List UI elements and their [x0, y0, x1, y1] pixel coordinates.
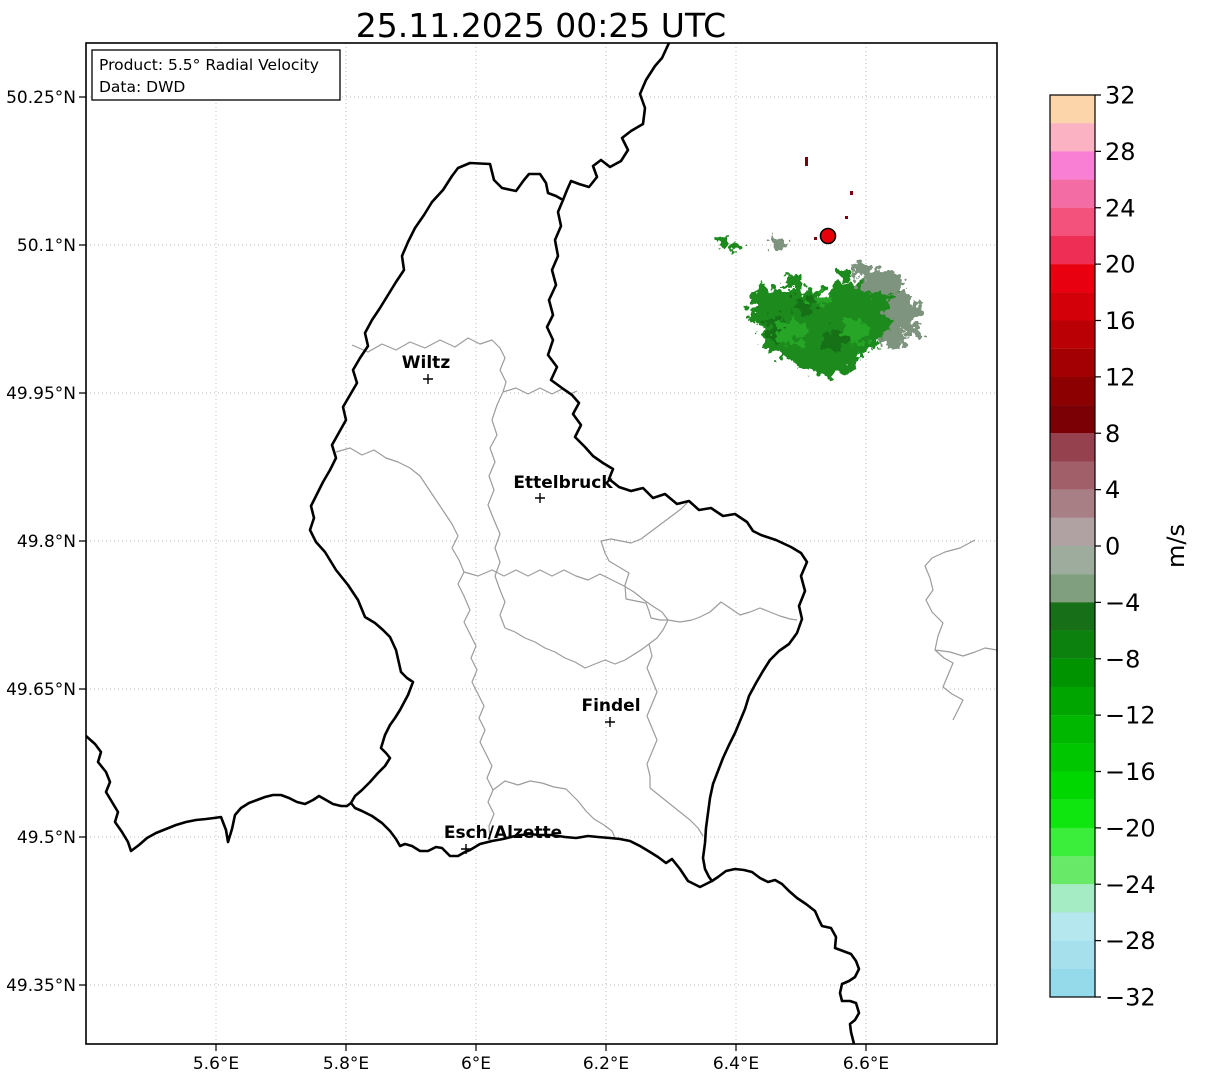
lon-tick-label: 5.8°E — [323, 1054, 369, 1074]
lon-tick-label: 6.2°E — [583, 1054, 629, 1074]
city-markers — [423, 374, 615, 854]
lat-tick-label: 49.65°N — [6, 680, 76, 700]
grid-lines — [86, 43, 997, 1044]
svg-text:24: 24 — [1105, 194, 1136, 222]
city-label-wiltz: Wiltz — [402, 353, 451, 373]
city-label-ettelbruck: Ettelbruck — [513, 473, 613, 493]
radar-echo-bright-patches — [776, 293, 870, 344]
lon-tick-label: 6.4°E — [713, 1054, 759, 1074]
france-belgium-border — [86, 734, 353, 853]
colorbar-unit-label: m/s — [1162, 524, 1190, 568]
info-box: Product: 5.5° Radial Velocity Data: DWD — [91, 49, 341, 101]
svg-text:32: 32 — [1105, 82, 1136, 110]
colorbar-segments — [1050, 95, 1095, 997]
lon-tick-label: 5.6°E — [193, 1054, 239, 1074]
page-title: 25.11.2025 00:25 UTC — [356, 6, 726, 45]
svg-text:−20: −20 — [1105, 814, 1156, 842]
radar-echo-near-zero-velocity — [767, 237, 920, 348]
lon-tick-label: 6.6°E — [843, 1054, 889, 1074]
svg-text:−4: −4 — [1105, 589, 1140, 617]
radar-echo-negative-velocity — [717, 238, 906, 375]
city-marker-esch — [461, 844, 471, 854]
colorbar-tick-labels: 32 28 24 20 16 12 8 4 0 −4 −8 −12 −16 −2… — [1105, 82, 1156, 1012]
svg-text:−8: −8 — [1105, 645, 1140, 673]
country-borders — [86, 43, 861, 1044]
svg-text:4: 4 — [1105, 476, 1120, 504]
colorbar: 32 28 24 20 16 12 8 4 0 −4 −8 −12 −16 −2… — [1049, 82, 1190, 1012]
lat-tick-label: 49.95°N — [6, 384, 76, 404]
city-label-findel: Findel — [581, 696, 640, 716]
lat-tick-label: 49.35°N — [6, 976, 76, 996]
lat-tick-label: 49.5°N — [17, 828, 76, 848]
radar-echo-field — [717, 237, 920, 375]
svg-text:−24: −24 — [1105, 871, 1156, 899]
svg-text:−28: −28 — [1105, 927, 1156, 955]
lon-tick-label: 6°E — [461, 1054, 491, 1074]
city-marker-ettelbruck — [535, 493, 545, 503]
longitude-axis: 5.6°E 5.8°E 6°E 6.2°E 6.4°E 6.6°E — [193, 1044, 889, 1074]
lat-tick-label: 50.1°N — [17, 236, 76, 256]
svg-text:28: 28 — [1105, 138, 1136, 166]
lat-tick-label: 50.25°N — [6, 88, 76, 108]
belgium-germany-border — [561, 43, 671, 202]
info-data-line: Data: DWD — [99, 78, 185, 96]
svg-text:12: 12 — [1105, 363, 1136, 391]
map-frame — [85, 42, 998, 1045]
city-marker-wiltz — [423, 374, 433, 384]
svg-text:8: 8 — [1105, 420, 1120, 448]
radar-site-marker — [819, 227, 837, 245]
svg-text:20: 20 — [1105, 251, 1136, 279]
city-marker-findel — [605, 717, 615, 727]
svg-text:−16: −16 — [1105, 758, 1156, 786]
city-label-esch: Esch/Alzette — [444, 823, 562, 843]
latitude-axis: 50.25°N 50.1°N 49.95°N 49.8°N 49.65°N 49… — [6, 88, 86, 996]
info-product-line: Product: 5.5° Radial Velocity — [99, 56, 319, 74]
lat-tick-label: 49.8°N — [17, 532, 76, 552]
svg-text:16: 16 — [1105, 307, 1136, 335]
svg-text:−12: −12 — [1105, 702, 1156, 730]
france-germany-border — [710, 867, 861, 1044]
radar-echo-red-specks — [805, 157, 853, 240]
luxembourg-border — [308, 161, 809, 889]
svg-text:0: 0 — [1105, 533, 1120, 561]
svg-text:−32: −32 — [1105, 984, 1156, 1012]
canton-boundaries — [335, 337, 997, 841]
